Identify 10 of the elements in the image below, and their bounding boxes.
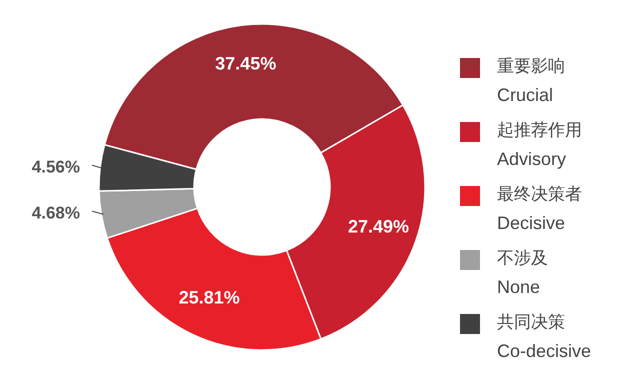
legend-label: 重要影响 Crucial — [497, 56, 565, 105]
legend-label: 共同决策 Co-decisive — [497, 312, 592, 361]
legend-label: 最终决策者 Decisive — [497, 184, 582, 233]
data-label: 4.68% — [32, 204, 80, 223]
legend-label: 起推荐作用 Advisory — [497, 120, 582, 169]
data-label: 37.45% — [215, 53, 276, 74]
data-label: 27.49% — [348, 216, 410, 237]
legend-label: 不涉及 None — [497, 248, 548, 297]
data-label: 25.81% — [178, 287, 240, 308]
data-label: 4.56% — [32, 158, 80, 177]
